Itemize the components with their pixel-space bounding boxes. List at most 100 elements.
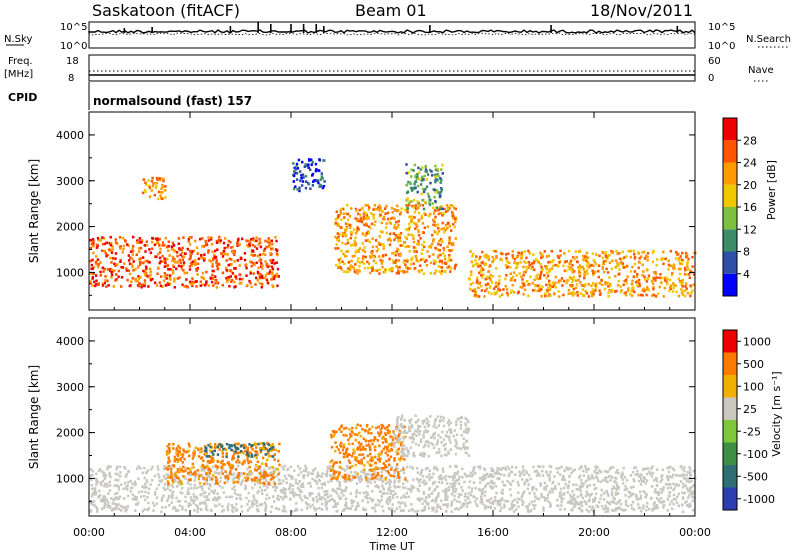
- echo-cell: [467, 277, 471, 280]
- echo-cell: [214, 278, 217, 282]
- echo-cell: [154, 490, 157, 494]
- echo-cell: [560, 277, 564, 280]
- echo-cell: [275, 507, 278, 510]
- echo-cell: [427, 493, 430, 497]
- echo-cell: [255, 247, 259, 250]
- echo-cell: [175, 485, 179, 488]
- echo-cell: [606, 281, 610, 285]
- echo-cell: [545, 265, 549, 268]
- echo-cell: [440, 168, 443, 171]
- echo-cell: [494, 285, 497, 288]
- echo-cell: [188, 280, 192, 284]
- echo-cell: [365, 231, 368, 235]
- echo-cell: [363, 246, 366, 249]
- echo-cell: [679, 480, 683, 483]
- echo-cell: [447, 486, 451, 489]
- echo-cell: [682, 482, 685, 486]
- echo-cell: [137, 277, 141, 280]
- echo-cell: [567, 265, 570, 268]
- echo-cell: [615, 507, 618, 510]
- echo-cell: [510, 277, 513, 280]
- echo-cell: [360, 458, 363, 461]
- echo-cell: [135, 253, 138, 256]
- echo-region: [329, 423, 407, 481]
- echo-cell: [381, 505, 384, 508]
- echo-cell: [689, 294, 692, 298]
- echo-cell: [379, 258, 382, 262]
- echo-cell: [446, 498, 449, 501]
- echo-cell: [537, 497, 541, 501]
- colorbar-tick-label: 20: [743, 179, 757, 192]
- echo-cell: [285, 481, 288, 484]
- echo-cell: [630, 506, 634, 510]
- echo-cell: [311, 503, 314, 507]
- echo-cell: [516, 481, 519, 484]
- echo-cell: [176, 261, 179, 264]
- echo-cell: [163, 244, 166, 247]
- echo-cell: [189, 470, 192, 474]
- echo-cell: [429, 212, 432, 216]
- echo-cell: [164, 236, 167, 240]
- echo-cell: [549, 502, 552, 505]
- echo-cell: [481, 478, 484, 482]
- echo-cell: [99, 270, 102, 274]
- echo-cell: [207, 468, 210, 472]
- echo-cell: [187, 449, 190, 453]
- echo-cell: [472, 467, 475, 470]
- echo-cell: [235, 503, 238, 506]
- echo-cell: [212, 491, 216, 495]
- echo-cell: [150, 468, 153, 471]
- echo-cell: [390, 217, 393, 220]
- echo-cell: [140, 261, 144, 264]
- echo-cell: [349, 492, 352, 495]
- echo-cell: [484, 484, 487, 487]
- echo-cell: [195, 285, 198, 288]
- echo-cell: [585, 502, 588, 506]
- echo-cell: [271, 455, 275, 458]
- echo-cell: [582, 268, 585, 271]
- echo-cell: [333, 431, 336, 434]
- echo-cell: [388, 463, 391, 466]
- echo-cell: [656, 276, 659, 279]
- echo-cell: [400, 501, 404, 504]
- echo-cell: [324, 504, 328, 507]
- echo-cell: [255, 276, 258, 280]
- echo-cell: [188, 502, 191, 506]
- echo-cell: [421, 222, 425, 225]
- echo-cell: [296, 464, 300, 468]
- echo-cell: [246, 239, 249, 243]
- echo-cell: [397, 501, 400, 504]
- echo-cell: [489, 501, 492, 505]
- echo-cell: [394, 233, 398, 237]
- echo-cell: [353, 241, 357, 245]
- echo-cell: [236, 480, 240, 484]
- echo-cell: [304, 501, 308, 504]
- echo-cell: [497, 472, 500, 475]
- echo-cell: [263, 276, 267, 280]
- echo-cell: [311, 472, 315, 475]
- echo-cell: [194, 259, 197, 262]
- echo-cell: [588, 494, 591, 498]
- echo-cell: [334, 221, 338, 225]
- echo-cell: [273, 482, 276, 486]
- echo-cell: [499, 502, 502, 506]
- echo-cell: [255, 446, 258, 449]
- echo-cell: [318, 506, 321, 510]
- echo-cell: [474, 293, 477, 297]
- echo-cell: [139, 276, 142, 279]
- echo-cell: [617, 264, 620, 267]
- echo-cell: [370, 506, 374, 510]
- echo-cell: [323, 493, 327, 497]
- echo-cell: [183, 457, 186, 461]
- echo-cell: [553, 292, 556, 295]
- echo-cell: [115, 504, 118, 507]
- echo-cell: [679, 288, 683, 291]
- echo-cell: [233, 285, 236, 289]
- echo-cell: [138, 263, 142, 266]
- echo-cell: [166, 273, 169, 277]
- echo-cell: [219, 480, 222, 483]
- echo-cell: [236, 241, 239, 244]
- echo-cell: [252, 254, 255, 257]
- echo-cell: [630, 290, 633, 293]
- echo-cell: [239, 493, 242, 497]
